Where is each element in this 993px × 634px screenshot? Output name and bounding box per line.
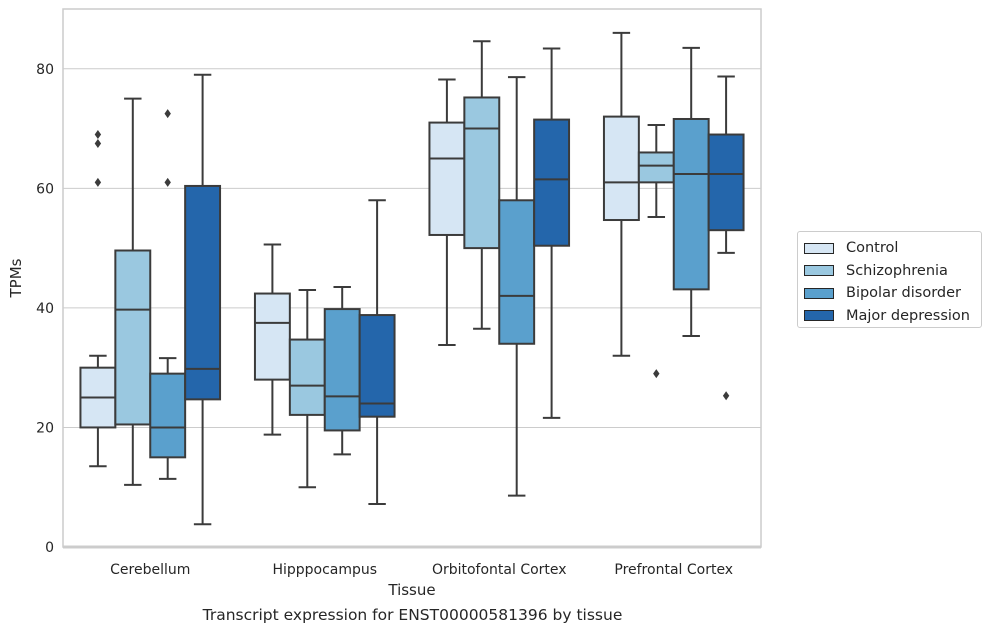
box (253, 292, 291, 381)
y-tick-label: 20 (36, 420, 54, 436)
chart-caption: Transcript expression for ENST0000058139… (202, 606, 623, 624)
outlier-point (94, 139, 102, 148)
legend-label: Schizophrenia (846, 262, 948, 279)
box (184, 184, 222, 401)
legend-label: Major depression (846, 307, 970, 324)
y-tick-label: 0 (45, 540, 54, 556)
box (114, 249, 152, 426)
y-axis-title: TPMs (7, 258, 25, 298)
outlier-point (722, 391, 730, 401)
box (358, 314, 396, 418)
box (428, 121, 466, 236)
x-tick-label: Prefrontal Cortex (614, 562, 733, 578)
legend-swatch-bipolar-disorder (804, 287, 834, 299)
box (672, 117, 710, 291)
box (602, 115, 640, 222)
y-tick-label: 60 (36, 181, 54, 197)
legend: Control Schizophrenia Bipolar disorder M… (797, 231, 982, 328)
box (288, 338, 326, 416)
box (533, 118, 571, 247)
x-tick-label: Orbitofontal Cortex (432, 562, 567, 578)
legend-swatch-schizophrenia (804, 265, 834, 277)
outlier-point (164, 109, 171, 119)
x-tick-label: Hipppocampus (272, 562, 377, 578)
box (323, 308, 361, 432)
legend-item-schizophrenia: Schizophrenia (804, 260, 981, 283)
legend-item-major-depression: Major depression (804, 305, 981, 328)
box (463, 96, 501, 250)
outlier-point (164, 177, 171, 187)
y-tick-label: 40 (36, 301, 54, 317)
outlier-point (94, 130, 102, 140)
box (637, 151, 675, 184)
legend-item-control: Control (804, 237, 981, 260)
legend-swatch-control (804, 242, 834, 254)
y-tick-label: 80 (36, 62, 54, 78)
legend-item-bipolar-disorder: Bipolar disorder (804, 282, 981, 305)
box (149, 372, 187, 459)
x-axis-title: Tissue (387, 581, 435, 599)
legend-label: Control (846, 240, 899, 257)
outlier-point (653, 369, 660, 379)
legend-swatch-major-depression (804, 310, 834, 322)
outlier-point (94, 177, 102, 187)
box (707, 133, 745, 232)
legend-label: Bipolar disorder (846, 285, 961, 302)
box (498, 199, 536, 345)
x-tick-label: Cerebellum (110, 562, 190, 578)
